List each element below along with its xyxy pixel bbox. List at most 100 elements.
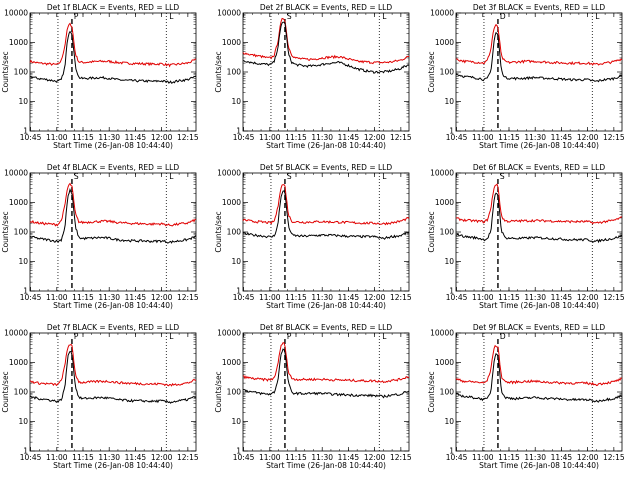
x-tick-label: 12:00 [151,133,173,142]
x-tick-label: 11:45 [338,293,360,302]
x-axis-label: Start Time (26-Jan-08 10:44:40) [479,301,599,310]
annotation-label: S [287,12,292,21]
lld-series-line [455,344,623,387]
x-tick-label: 11:00 [472,453,494,462]
y-tick-label: 1000 [222,198,241,207]
x-tick-label: 11:00 [46,293,68,302]
x-tick-label: 10:45 [233,133,255,142]
y-tick-label: 10 [231,97,241,106]
x-tick-label: 11:30 [98,293,120,302]
x-tick-label: 11:15 [498,133,520,142]
x-tick-label: 12:15 [177,293,199,302]
x-tick-label: 11:45 [125,293,147,302]
x-tick-label: 12:15 [390,453,412,462]
lld-series-line [29,22,197,68]
y-tick-label: 10000 [217,9,241,18]
x-axis-label: Start Time (26-Jan-08 10:44:40) [266,301,386,310]
y-tick-label: 10000 [4,169,28,178]
annotation-label: P [287,332,292,341]
y-tick-label: 1000 [9,38,28,47]
y-tick-label: 10 [18,97,28,106]
y-tick-label: 10 [444,417,454,426]
panel-title: Det 9f BLACK = Events, RED = LLD [473,323,606,332]
lld-series-line [455,183,623,225]
y-tick-label: 1000 [9,358,28,367]
detector-panel-6: Det 6f BLACK = Events, RED = LLD 1 10 100 10… [427,163,625,310]
x-tick-label: 11:30 [524,133,546,142]
x-tick-label: 10:45 [233,293,255,302]
x-axis-label: Start Time (26-Jan-08 10:44:40) [53,301,173,310]
y-axis-label: Counts/sec [427,371,436,412]
x-tick-label: 11:30 [98,133,120,142]
x-tick-label: 11:00 [472,133,494,142]
plot-frame [455,172,623,292]
x-tick-label: 10:45 [20,133,42,142]
detector-panel-3: Det 3f BLACK = Events, RED = LLD 1 10 100 10… [427,3,625,150]
y-axis-label: Counts/sec [1,51,10,92]
x-tick-label: 11:15 [72,453,94,462]
detector-panel-7: Det 7f BLACK = Events, RED = LLD 1 10 100 10… [1,323,199,470]
x-axis-label: Start Time (26-Jan-08 10:44:40) [266,461,386,470]
x-tick-label: 12:00 [577,453,599,462]
x-tick-label: 11:00 [259,133,281,142]
events-series-line [29,188,197,244]
x-tick-label: 10:45 [446,293,468,302]
events-series-line [29,350,197,404]
events-series-line [242,348,410,399]
events-series-line [455,192,623,244]
annotation-end-label: L [169,12,174,21]
x-tick-label: 10:45 [20,293,42,302]
annotation-end-label: L [382,12,387,21]
annotation-label: D [500,12,506,21]
y-tick-label: 10 [444,97,454,106]
y-tick-label: 1000 [222,38,241,47]
events-series-line [455,32,623,83]
x-tick-label: 12:00 [151,293,173,302]
x-tick-label: 11:00 [259,293,281,302]
x-tick-label: 12:00 [364,293,386,302]
plot-frame [29,172,197,292]
lld-series-line [455,23,623,66]
lld-series-line [242,17,410,65]
x-tick-label: 12:15 [390,133,412,142]
x-tick-label: 11:45 [551,453,573,462]
x-tick-label: 12:15 [390,293,412,302]
annotation-end-label: L [169,172,174,181]
annotation-end-label: L [169,332,174,341]
y-tick-label: 10 [18,417,28,426]
y-tick-label: 1 [236,287,241,296]
events-series-line [455,352,623,403]
events-series-line [242,21,410,74]
plot-frame [29,12,197,132]
y-axis-label: Counts/sec [214,371,223,412]
x-tick-label: 11:15 [285,133,307,142]
x-axis-label: Start Time (26-Jan-08 10:44:40) [479,141,599,150]
panel-title: Det 8f BLACK = Events, RED = LLD [260,323,393,332]
panel-title: Det 6f BLACK = Events, RED = LLD [473,163,606,172]
y-axis-label: Counts/sec [427,51,436,92]
y-tick-label: 1 [23,127,28,136]
x-tick-label: 10:45 [20,453,42,462]
x-tick-label: 11:15 [498,453,520,462]
panel-title: Det 2f BLACK = Events, RED = LLD [260,3,393,12]
annotation-label: S [500,172,505,181]
plot-frame [455,332,623,452]
y-tick-label: 10000 [217,329,241,338]
lld-series-line [242,184,410,226]
y-tick-label: 1 [449,447,454,456]
y-tick-label: 100 [14,388,29,397]
x-tick-label: 12:00 [364,133,386,142]
y-tick-label: 10000 [217,169,241,178]
plot-frame [242,172,410,292]
annotation-label: D [500,332,506,341]
y-tick-label: 10 [231,417,241,426]
x-tick-label: 11:45 [125,133,147,142]
x-tick-label: 11:00 [472,293,494,302]
y-tick-label: 1000 [435,358,454,367]
panel-title: Det 7f BLACK = Events, RED = LLD [47,323,180,332]
x-tick-label: 11:30 [524,453,546,462]
y-tick-label: 10 [444,257,454,266]
x-tick-label: 12:15 [603,453,625,462]
x-tick-label: 10:45 [446,133,468,142]
y-tick-label: 100 [14,68,29,77]
